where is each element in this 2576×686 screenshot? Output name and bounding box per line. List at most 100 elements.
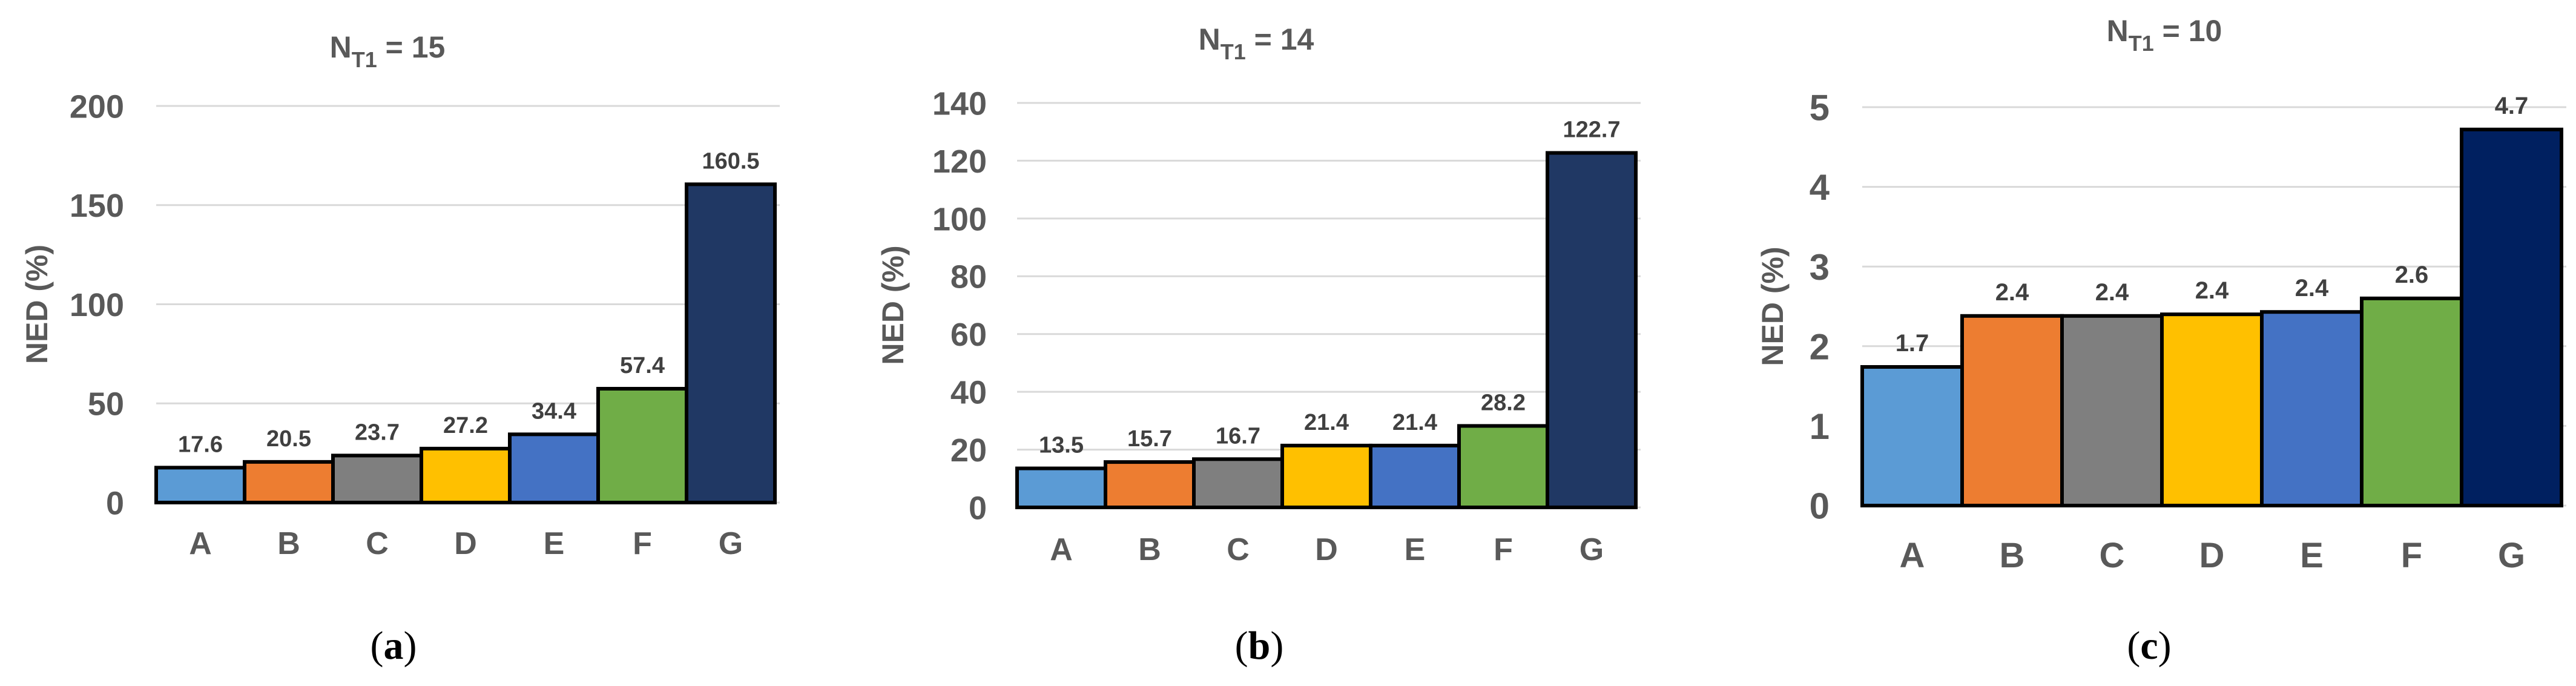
data-label: 2.6 (2395, 262, 2429, 288)
x-tick-label: E (544, 526, 565, 561)
chart-title: NT1 = 10 (2107, 14, 2222, 56)
x-tick-label: G (719, 526, 743, 561)
panel-letter: b (1248, 624, 1271, 668)
y-tick-label: 80 (950, 259, 987, 295)
title-rest: = 10 (2154, 14, 2222, 48)
x-tick-label: B (1138, 532, 1161, 567)
x-tick-label: C (366, 526, 389, 561)
title-subscript: T1 (352, 47, 377, 72)
bar-a (154, 466, 246, 504)
data-label: 160.5 (702, 148, 759, 174)
data-label: 4.7 (2495, 93, 2529, 119)
panel-letter: a (384, 624, 404, 668)
bar-d (420, 446, 512, 504)
bar-e (508, 432, 600, 505)
title-rest: = 14 (1246, 22, 1314, 56)
x-tick-label: F (633, 526, 652, 561)
chart-title: NT1 = 14 (1199, 22, 1314, 64)
bar-d (2160, 312, 2264, 507)
x-tick-label: G (2498, 536, 2525, 575)
bar-c (331, 453, 423, 505)
y-axis-label: NED (%) (1756, 246, 1790, 366)
y-tick-label: 140 (932, 85, 987, 122)
data-label: 17.6 (178, 432, 223, 457)
x-tick-label: F (1494, 532, 1513, 567)
data-label: 2.4 (2095, 279, 2129, 306)
title-main: N (330, 30, 352, 64)
y-tick-label: 100 (70, 287, 124, 323)
y-tick-label: 0 (1810, 486, 1830, 527)
bar-e (1369, 443, 1461, 509)
bar-g (685, 182, 777, 504)
x-tick-label: C (1227, 532, 1250, 567)
x-tick-label: D (454, 526, 477, 561)
y-tick-label: 60 (950, 317, 987, 353)
bar-g (1546, 151, 1638, 509)
data-label: 2.4 (1995, 279, 2029, 306)
chart-title: NT1 = 15 (330, 30, 446, 72)
bar-g (2460, 127, 2563, 507)
bar-b (1104, 460, 1196, 509)
y-tick-label: 20 (950, 432, 987, 469)
data-label: 1.7 (1896, 330, 1929, 357)
title-rest: = 15 (377, 30, 446, 64)
y-tick-label: 200 (70, 88, 124, 125)
data-label: 13.5 (1039, 433, 1084, 458)
data-label: 122.7 (1563, 117, 1620, 143)
data-label: 23.7 (355, 420, 400, 445)
y-axis-label: NED (%) (876, 245, 910, 364)
x-tick-label: B (277, 526, 300, 561)
chart-panel-a: 0 50 100 150 200 17.6 A 20.5 B 23.7 C 27.2 D 34.4 E 57.… (20, 30, 780, 668)
data-label: 21.4 (1392, 410, 1437, 435)
bar-f (1457, 424, 1549, 510)
data-label: 2.4 (2195, 277, 2229, 304)
bar-f (2360, 296, 2463, 507)
chart-panel-c: 0 1 2 3 4 5 1.7 A 2.4 B 2.4 C 2.4 D 2.4 E 2.6 F 4.7 G NED (%… (1756, 14, 2566, 668)
y-tick-label: 0 (969, 490, 987, 526)
x-tick-label: F (2401, 536, 2422, 575)
x-tick-label: E (2300, 536, 2324, 575)
y-axis-label: NED (%) (20, 245, 54, 364)
x-tick-label: D (2199, 536, 2225, 575)
bar-a (1015, 466, 1107, 509)
y-tick-label: 0 (106, 485, 124, 521)
data-label: 57.4 (620, 353, 665, 378)
chart-panel-b: 0 20 40 60 80 100 120 140 13.5 A 15.7 B 16.7 C 21.4 D 21… (876, 22, 1641, 668)
y-tick-label: 50 (88, 386, 124, 423)
panel-label: (a) (371, 624, 417, 668)
y-tick-label: 1 (1810, 406, 1830, 447)
y-tick-label: 3 (1810, 247, 1830, 288)
title-subscript: T1 (2129, 31, 2154, 56)
x-tick-label: A (1050, 532, 1073, 567)
y-tick-label: 120 (932, 143, 987, 180)
y-tick-label: 4 (1810, 167, 1830, 208)
x-tick-label: B (2000, 536, 2025, 575)
data-label: 16.7 (1216, 423, 1260, 449)
y-tick-label: 100 (932, 201, 987, 237)
title-subscript: T1 (1220, 39, 1246, 64)
x-tick-label: A (1900, 536, 1925, 575)
bar-e (2260, 310, 2364, 507)
x-tick-label: E (1405, 532, 1426, 567)
data-label: 15.7 (1127, 426, 1172, 452)
panel-label: (c) (2127, 624, 2171, 668)
panel-letter: c (2140, 624, 2158, 668)
bar-b (1960, 314, 2064, 507)
bar-a (1860, 365, 1964, 507)
y-tick-label: 150 (70, 188, 124, 224)
title-main: N (2107, 14, 2129, 48)
x-tick-label: D (1315, 532, 1338, 567)
bar-c (2060, 314, 2164, 507)
y-tick-label: 5 (1810, 88, 1830, 128)
x-tick-label: G (1580, 532, 1604, 567)
bar-c (1192, 457, 1284, 509)
data-label: 2.4 (2295, 275, 2329, 302)
x-tick-label: C (2100, 536, 2125, 575)
data-label: 34.4 (532, 398, 576, 424)
bar-d (1280, 443, 1372, 509)
data-label: 20.5 (266, 426, 311, 452)
bar-f (596, 387, 688, 505)
data-label: 21.4 (1304, 410, 1349, 435)
y-tick-label: 40 (950, 375, 987, 411)
